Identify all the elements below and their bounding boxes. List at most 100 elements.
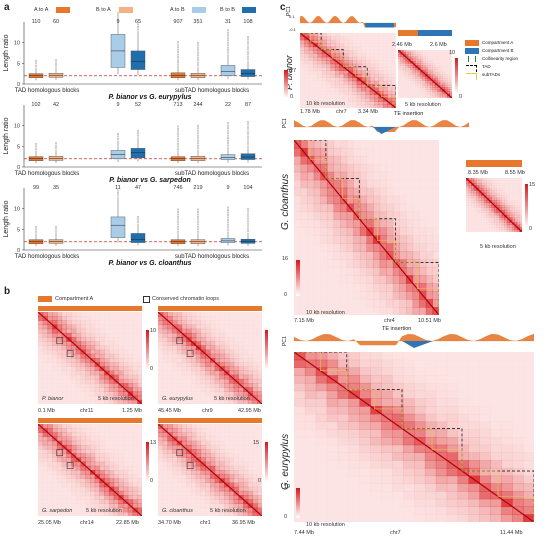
heatmap-cell bbox=[38, 328, 44, 334]
heatmap-cell bbox=[172, 341, 178, 346]
heatmap-cell bbox=[80, 324, 86, 330]
outlier bbox=[55, 230, 57, 233]
outlier bbox=[35, 230, 37, 233]
heatmap-cell bbox=[191, 312, 197, 317]
heatmap-cell bbox=[243, 320, 248, 325]
heatmap-cell bbox=[343, 53, 349, 58]
heatmap-cell bbox=[400, 63, 404, 66]
heatmap-cell bbox=[104, 511, 110, 516]
heatmap-cell bbox=[210, 461, 216, 467]
heatmap-cell bbox=[304, 367, 317, 376]
heatmap-cell bbox=[434, 78, 438, 82]
heatmap-cell bbox=[94, 499, 100, 504]
heatmap-cell bbox=[71, 470, 77, 475]
heatmap-cell bbox=[167, 444, 173, 450]
heatmap-cell bbox=[425, 307, 433, 315]
outlier bbox=[227, 41, 229, 44]
heatmap-cell bbox=[420, 71, 424, 75]
heatmap-cell bbox=[104, 503, 110, 509]
outlier bbox=[35, 64, 37, 67]
heatmap-cell bbox=[118, 399, 124, 404]
heatmap-cell bbox=[406, 235, 414, 244]
heatmap-cell bbox=[300, 187, 308, 197]
heatmap-cell bbox=[437, 78, 441, 82]
heatmap-cell bbox=[210, 499, 216, 504]
heatmap-cell bbox=[243, 482, 249, 488]
heatmap-cell bbox=[387, 90, 393, 95]
heatmap-cell bbox=[224, 461, 230, 467]
count-label: 713 bbox=[173, 102, 182, 108]
heatmap-cell bbox=[200, 428, 206, 433]
heatmap-cell bbox=[414, 406, 426, 415]
heatmap-cell bbox=[301, 299, 308, 307]
heatmap-cell bbox=[113, 486, 119, 492]
heatmap-cell bbox=[399, 188, 406, 196]
heatmap-cell bbox=[162, 345, 168, 351]
heatmap-cell bbox=[109, 320, 114, 325]
heatmap-cell bbox=[412, 259, 420, 268]
heatmap-cell bbox=[61, 465, 67, 471]
heatmap-cell bbox=[228, 490, 235, 496]
heatmap-cell bbox=[233, 353, 239, 359]
colorbar-min: 0 bbox=[529, 226, 533, 232]
legend-swatch-b-to-b bbox=[242, 7, 256, 13]
heatmap-cell bbox=[424, 498, 437, 508]
heatmap-cell bbox=[432, 156, 439, 164]
heatmap-cell bbox=[158, 436, 164, 442]
outlier bbox=[177, 63, 179, 66]
heatmap-cell bbox=[432, 74, 436, 77]
heatmap-cell bbox=[387, 104, 393, 108]
heatmap-cell bbox=[42, 440, 48, 446]
heatmap-cell bbox=[186, 424, 192, 429]
heatmap-cell bbox=[365, 53, 370, 57]
heatmap-cell bbox=[458, 398, 469, 406]
heatmap-cell bbox=[210, 436, 216, 442]
pc1-tick: 0.1 bbox=[289, 14, 295, 19]
coord-start: 0.1 Mb bbox=[38, 408, 55, 414]
y-tick-label: 0 bbox=[17, 82, 20, 88]
heatmap-cell bbox=[373, 171, 381, 181]
heatmap-cell bbox=[501, 227, 505, 231]
heatmap-cell bbox=[56, 470, 63, 475]
heatmap-cell bbox=[352, 40, 357, 44]
heatmap-cell bbox=[327, 299, 334, 307]
heatmap-cell bbox=[191, 358, 197, 363]
heatmap-cell bbox=[90, 424, 95, 429]
heatmap-cell bbox=[419, 235, 427, 244]
heatmap-cell bbox=[133, 462, 138, 467]
heatmap-cell bbox=[315, 406, 328, 415]
coord-start: 34.70 Mb bbox=[158, 520, 181, 526]
heatmap-cell bbox=[162, 324, 168, 330]
heatmap-cell bbox=[449, 87, 452, 90]
heatmap-cell bbox=[75, 362, 82, 367]
heatmap-cell bbox=[412, 67, 416, 71]
heatmap-cell bbox=[412, 78, 416, 82]
heatmap-cell bbox=[412, 60, 416, 64]
y-axis-label: Length ratio bbox=[3, 117, 10, 154]
heatmap-cell bbox=[104, 378, 110, 384]
heatmap-cell bbox=[313, 74, 318, 78]
heatmap-cell bbox=[330, 80, 336, 85]
heatmap-cell bbox=[238, 445, 243, 450]
heatmap-cell bbox=[300, 179, 308, 189]
outlier bbox=[117, 192, 119, 194]
heatmap-cell bbox=[365, 94, 371, 99]
heatmap-cell bbox=[191, 345, 197, 351]
heatmap-cell bbox=[257, 383, 262, 388]
heatmap-cell bbox=[479, 437, 491, 446]
heatmap-cell bbox=[85, 383, 91, 388]
heatmap-cell bbox=[486, 207, 490, 211]
heatmap-cell bbox=[123, 378, 129, 384]
heatmap-cell bbox=[486, 214, 490, 218]
heatmap-cell bbox=[172, 432, 178, 438]
heatmap-cell bbox=[95, 428, 100, 433]
heatmap-cell bbox=[233, 395, 239, 401]
heatmap-cell bbox=[407, 60, 411, 64]
heatmap-cell bbox=[315, 398, 328, 407]
heatmap-cell bbox=[406, 204, 413, 212]
heatmap-cell bbox=[392, 352, 403, 360]
heatmap-cell bbox=[359, 413, 371, 423]
heatmap-cell bbox=[425, 259, 433, 268]
heatmap-cell bbox=[334, 39, 340, 44]
heatmap-cell bbox=[374, 97, 380, 102]
